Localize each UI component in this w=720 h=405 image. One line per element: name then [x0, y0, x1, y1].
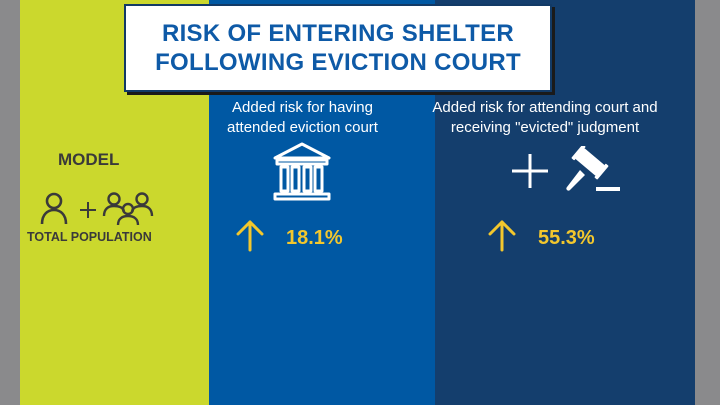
population-label: TOTAL POPULATION: [27, 230, 152, 244]
judgment-icons: [512, 146, 620, 191]
plus-icon: [512, 154, 548, 188]
increase-arrow-icon: [488, 220, 516, 252]
judgment-heading-line-1: Added risk for attending court and: [432, 99, 658, 116]
court-risk-value: 18.1%: [286, 227, 343, 249]
model-label: MODEL: [58, 150, 120, 169]
court-heading-line-1: Added risk for having: [232, 99, 373, 116]
plus-icon: [80, 202, 96, 218]
court-heading: Added risk for having attended eviction …: [200, 98, 405, 138]
increase-arrow-icon: [236, 220, 264, 252]
judgment-risk-value: 55.3%: [538, 227, 595, 249]
title-line-2: FOLLOWING EVICTION COURT: [155, 49, 521, 76]
population-icons: [40, 192, 154, 226]
person-icon: [40, 192, 68, 225]
judgment-heading: Added risk for attending court and recei…: [420, 98, 670, 138]
judgment-heading-line-2: receiving "evicted" judgment: [450, 119, 640, 136]
title-box: RISK OF ENTERING SHELTER FOLLOWING EVICT…: [124, 4, 552, 92]
gavel-icon: [566, 146, 620, 191]
courthouse-icon: [273, 142, 331, 201]
court-heading-line-2: attended eviction court: [227, 119, 378, 136]
group-icon: [102, 192, 154, 226]
title-line-1: RISK OF ENTERING SHELTER: [161, 20, 515, 47]
